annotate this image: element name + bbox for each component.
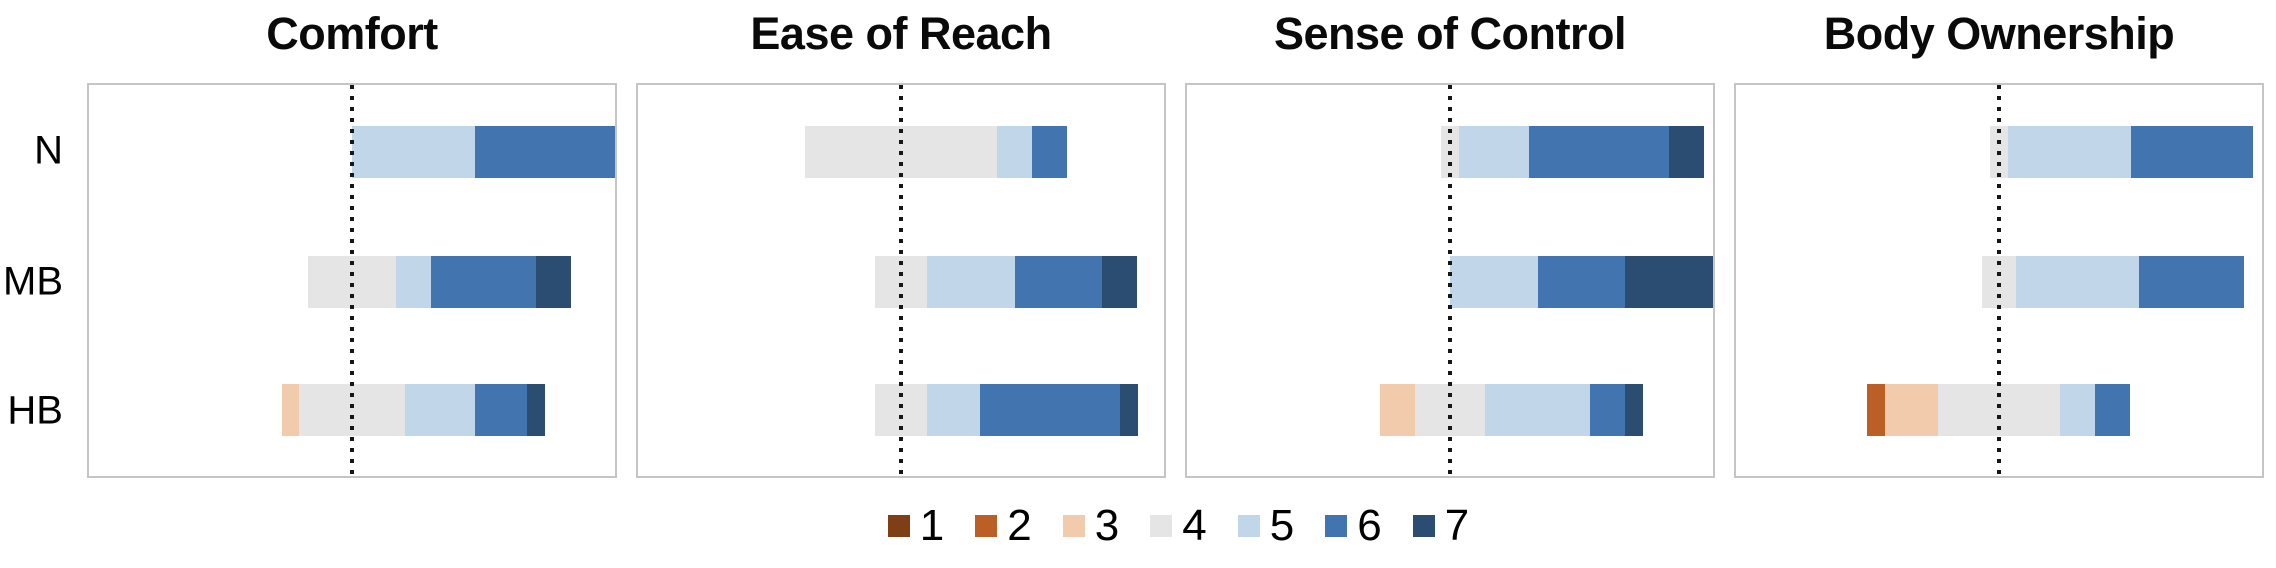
segment-level-5: [997, 126, 1033, 179]
legend-item-3: 3: [1062, 501, 1120, 550]
dotted-midline: [899, 85, 903, 476]
segment-level-5: [404, 383, 475, 436]
segment-level-6: [1537, 256, 1626, 309]
legend-swatch-icon: [887, 515, 910, 537]
segment-level-2: [1867, 383, 1885, 436]
row-label-mb: MB: [3, 259, 63, 304]
stacked-bar-n: [1736, 126, 2262, 179]
panel-comfort: Comfort: [87, 0, 617, 478]
segment-level-5: [352, 126, 475, 179]
segment-level-5: [1450, 256, 1538, 309]
segment-level-5: [1485, 383, 1591, 436]
legend-swatch-icon: [1325, 515, 1348, 537]
legend-swatch-icon: [1412, 515, 1435, 537]
segment-level-7: [527, 383, 546, 436]
segment-level-7: [1625, 383, 1643, 436]
panel-body-ownership: Body Ownership: [1734, 0, 2264, 478]
segment-level-6: [1590, 383, 1626, 436]
row-label-n: N: [34, 128, 63, 173]
panel-title: Body Ownership: [1823, 7, 2175, 59]
row-label-gutter: N MB HB: [0, 83, 87, 478]
segment-level-6: [474, 383, 528, 436]
segment-level-6: [1032, 126, 1068, 179]
legend-item-2: 2: [975, 501, 1032, 550]
legend-label: 3: [1094, 501, 1120, 550]
segment-level-5: [1458, 126, 1530, 179]
legend-label: 4: [1182, 501, 1207, 550]
legend-swatch-icon: [1062, 515, 1085, 537]
legend-swatch-icon: [975, 515, 998, 537]
legend-item-5: 5: [1237, 501, 1295, 550]
legend-swatch-icon: [1237, 515, 1260, 537]
legend-label: 2: [1007, 501, 1032, 550]
segment-level-6: [430, 256, 536, 309]
stacked-bar-mb: [89, 256, 615, 309]
segment-level-3: [1884, 383, 1938, 436]
legend-label: 6: [1357, 501, 1382, 550]
panel-title: Comfort: [266, 7, 438, 59]
segment-level-6: [474, 126, 615, 179]
stacked-bar-mb: [1736, 256, 2262, 309]
segment-level-6: [2095, 383, 2131, 436]
legend-label: 7: [1444, 501, 1470, 550]
legend-item-7: 7: [1412, 501, 1470, 550]
segment-level-5: [2007, 126, 2131, 179]
stacked-bar-hb: [638, 383, 1164, 436]
stacked-bar-n: [89, 126, 615, 179]
legend-swatch-icon: [1150, 515, 1173, 537]
segment-level-6: [979, 383, 1121, 436]
dotted-midline: [350, 85, 354, 476]
legend-item-6: 6: [1325, 501, 1382, 550]
segment-level-5: [2060, 383, 2096, 436]
segment-level-3: [1379, 383, 1415, 436]
plot-area: [87, 83, 617, 478]
plot-area: [1734, 83, 2264, 478]
segment-level-5: [2016, 256, 2140, 309]
segment-level-6: [2139, 256, 2245, 309]
segment-level-5: [927, 383, 980, 436]
segment-level-7: [1120, 383, 1138, 436]
segment-level-3: [281, 383, 300, 436]
legend: 1 2 3 4 5 6 7: [87, 504, 2270, 548]
segment-level-6: [2130, 126, 2254, 179]
segment-level-5: [927, 256, 1015, 309]
plot-area: [1185, 83, 1715, 478]
segment-level-7: [535, 256, 571, 309]
legend-label: 1: [919, 501, 945, 550]
legend-label: 5: [1269, 501, 1295, 550]
legend-item-4: 4: [1150, 501, 1207, 550]
segment-level-7: [1669, 126, 1705, 179]
row-label-hb: HB: [7, 388, 63, 433]
stacked-bar-hb: [1187, 383, 1713, 436]
dotted-midline: [1448, 85, 1452, 476]
segment-level-5: [395, 256, 431, 309]
segment-level-7: [1625, 256, 1713, 309]
plot-area: [636, 83, 1166, 478]
panel-title: Ease of Reach: [750, 7, 1052, 59]
segment-level-6: [1529, 126, 1670, 179]
panel-title: Sense of Control: [1273, 7, 1627, 59]
dotted-midline: [1997, 85, 2001, 476]
segment-level-7: [1102, 256, 1138, 309]
panels-row: Comfort Ease of Reach Sense of Control Body…: [87, 0, 2270, 478]
panel-sense-of-control: Sense of Control: [1185, 0, 1715, 478]
segment-level-6: [1014, 256, 1103, 309]
panel-ease-of-reach: Ease of Reach: [636, 0, 1166, 478]
stacked-bar-mb: [1187, 256, 1713, 309]
legend-item-1: 1: [887, 501, 945, 550]
stacked-bar-n: [1187, 126, 1713, 179]
